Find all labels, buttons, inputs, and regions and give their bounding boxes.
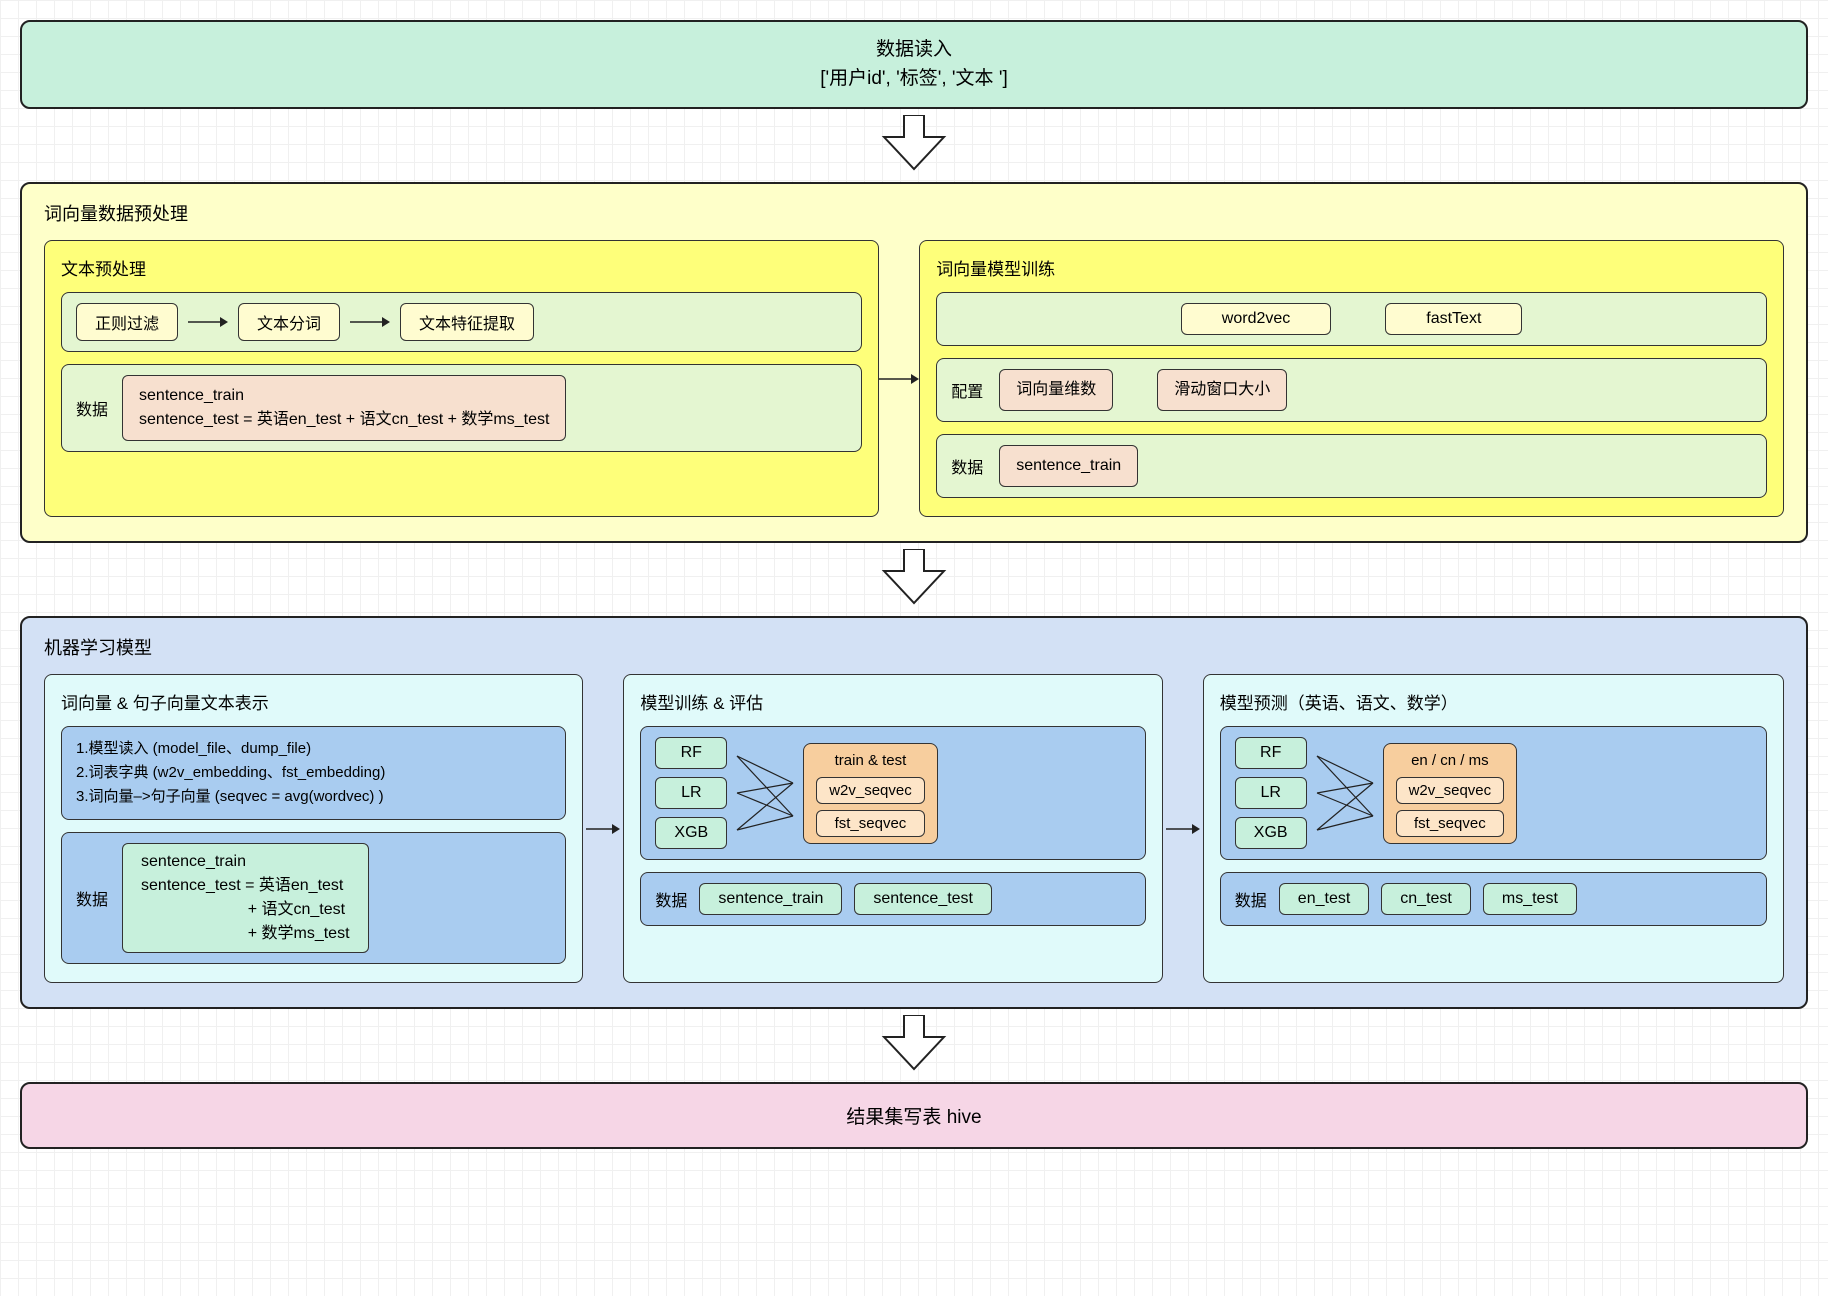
data-content: sentence_train sentence_test = 英语en_test… bbox=[122, 375, 566, 441]
arrow-down-icon bbox=[874, 1015, 954, 1076]
data-strip: 数据 en_test cn_test ms_test bbox=[1220, 872, 1767, 926]
desc-text: 1.模型读入 (model_file、dump_file) 2.词表字典 (w2… bbox=[76, 737, 551, 809]
stage4-title: 结果集写表 hive bbox=[846, 1107, 981, 1128]
stage1-title: 数据读入 bbox=[36, 36, 1792, 65]
model-col: RF LR XGB bbox=[1235, 737, 1307, 849]
data-label: 数据 bbox=[76, 886, 108, 910]
arrow-right-icon bbox=[583, 674, 623, 983]
panel-title: 词向量模型训练 bbox=[936, 255, 1767, 280]
target-hdr: en / cn / ms bbox=[1407, 750, 1493, 771]
panel-title: 词向量 & 句子向量文本表示 bbox=[61, 689, 566, 714]
data-pill: sentence_train bbox=[999, 445, 1138, 487]
stage3-title: 机器学习模型 bbox=[44, 634, 1784, 660]
target-item: fst_seqvec bbox=[1396, 810, 1505, 837]
panel-train-eval: 模型训练 & 评估 RF LR XGB bbox=[623, 674, 1162, 983]
data-pill: sentence_test bbox=[854, 883, 992, 915]
data-label: 数据 bbox=[655, 887, 687, 911]
data-label: 数据 bbox=[1235, 887, 1267, 911]
stage1-subtitle: ['用户id', '标签', '文本 '] bbox=[36, 65, 1792, 94]
panel-vector-repr: 词向量 & 句子向量文本表示 1.模型读入 (model_file、dump_f… bbox=[44, 674, 583, 983]
stage-ml: 机器学习模型 词向量 & 句子向量文本表示 1.模型读入 (model_file… bbox=[20, 616, 1808, 1009]
panel-predict: 模型预测（英语、语文、数学） RF LR XGB bbox=[1203, 674, 1784, 983]
bipartite-icon bbox=[1315, 738, 1375, 848]
data-label: 数据 bbox=[951, 454, 983, 478]
target-item: fst_seqvec bbox=[816, 810, 925, 837]
data-label: 数据 bbox=[76, 396, 108, 420]
target-box: en / cn / ms w2v_seqvec fst_seqvec bbox=[1383, 743, 1518, 844]
config-pill: 词向量维数 bbox=[999, 369, 1113, 411]
model-pill: LR bbox=[655, 777, 727, 809]
data-pill: ms_test bbox=[1483, 883, 1577, 915]
step-pill: 文本分词 bbox=[238, 303, 340, 341]
data-pill: en_test bbox=[1279, 883, 1369, 915]
bipartite-icon bbox=[735, 738, 795, 848]
model-pill: LR bbox=[1235, 777, 1307, 809]
arrow-down-icon bbox=[874, 549, 954, 610]
model-pill: XGB bbox=[655, 817, 727, 849]
config-strip: 配置 词向量维数 滑动窗口大小 bbox=[936, 358, 1767, 422]
stage-output: 结果集写表 hive bbox=[20, 1082, 1808, 1149]
panel-title: 文本预处理 bbox=[61, 255, 862, 280]
stage2-title: 词向量数据预处理 bbox=[44, 200, 1784, 226]
target-box: train & test w2v_seqvec fst_seqvec bbox=[803, 743, 938, 844]
model-pill: RF bbox=[655, 737, 727, 769]
arrow-right-icon bbox=[350, 315, 390, 329]
data-content: sentence_train sentence_test = 英语en_test… bbox=[122, 843, 369, 953]
panel-wv-train: 词向量模型训练 word2vec fastText 配置 词向量维数 滑动窗口大… bbox=[919, 240, 1784, 517]
data-strip: 数据 sentence_train sentence_test = 英语en_t… bbox=[61, 364, 862, 452]
target-item: w2v_seqvec bbox=[1396, 777, 1505, 804]
panel-title: 模型预测（英语、语文、数学） bbox=[1220, 689, 1767, 714]
data-strip: 数据 sentence_train bbox=[936, 434, 1767, 498]
models-strip: word2vec fastText bbox=[936, 292, 1767, 346]
arrow-right-icon bbox=[879, 240, 919, 517]
arrow-right-icon bbox=[1163, 674, 1203, 983]
data-pill: sentence_train bbox=[699, 883, 842, 915]
data-pill: cn_test bbox=[1381, 883, 1471, 915]
desc-block: 1.模型读入 (model_file、dump_file) 2.词表字典 (w2… bbox=[61, 726, 566, 820]
stage-data-read: 数据读入 ['用户id', '标签', '文本 '] bbox=[20, 20, 1808, 109]
flowchart-root: 数据读入 ['用户id', '标签', '文本 '] 词向量数据预处理 文本预处… bbox=[20, 20, 1808, 1149]
stage2-row: 文本预处理 正则过滤 文本分词 文本特征提取 数据 sentence_train… bbox=[44, 240, 1784, 517]
panel-text-preprocess: 文本预处理 正则过滤 文本分词 文本特征提取 数据 sentence_train… bbox=[44, 240, 879, 517]
model-net: RF LR XGB train & test w2v_seq bbox=[640, 726, 1145, 860]
config-pill: 滑动窗口大小 bbox=[1157, 369, 1287, 411]
arrow-down-icon bbox=[874, 115, 954, 176]
step-pill: 文本特征提取 bbox=[400, 303, 534, 341]
model-pill: fastText bbox=[1385, 303, 1522, 335]
model-pill: RF bbox=[1235, 737, 1307, 769]
config-label: 配置 bbox=[951, 378, 983, 402]
stage-preprocess: 词向量数据预处理 文本预处理 正则过滤 文本分词 文本特征提取 数据 bbox=[20, 182, 1808, 543]
panel-title: 模型训练 & 评估 bbox=[640, 689, 1145, 714]
model-pill: word2vec bbox=[1181, 303, 1331, 335]
model-col: RF LR XGB bbox=[655, 737, 727, 849]
model-pill: XGB bbox=[1235, 817, 1307, 849]
stage3-row: 词向量 & 句子向量文本表示 1.模型读入 (model_file、dump_f… bbox=[44, 674, 1784, 983]
target-hdr: train & test bbox=[831, 750, 911, 771]
data-strip: 数据 sentence_train sentence_test bbox=[640, 872, 1145, 926]
target-item: w2v_seqvec bbox=[816, 777, 925, 804]
steps-strip: 正则过滤 文本分词 文本特征提取 bbox=[61, 292, 862, 352]
arrow-right-icon bbox=[188, 315, 228, 329]
step-pill: 正则过滤 bbox=[76, 303, 178, 341]
model-net: RF LR XGB en / cn / ms w2v_seq bbox=[1220, 726, 1767, 860]
data-strip: 数据 sentence_train sentence_test = 英语en_t… bbox=[61, 832, 566, 964]
